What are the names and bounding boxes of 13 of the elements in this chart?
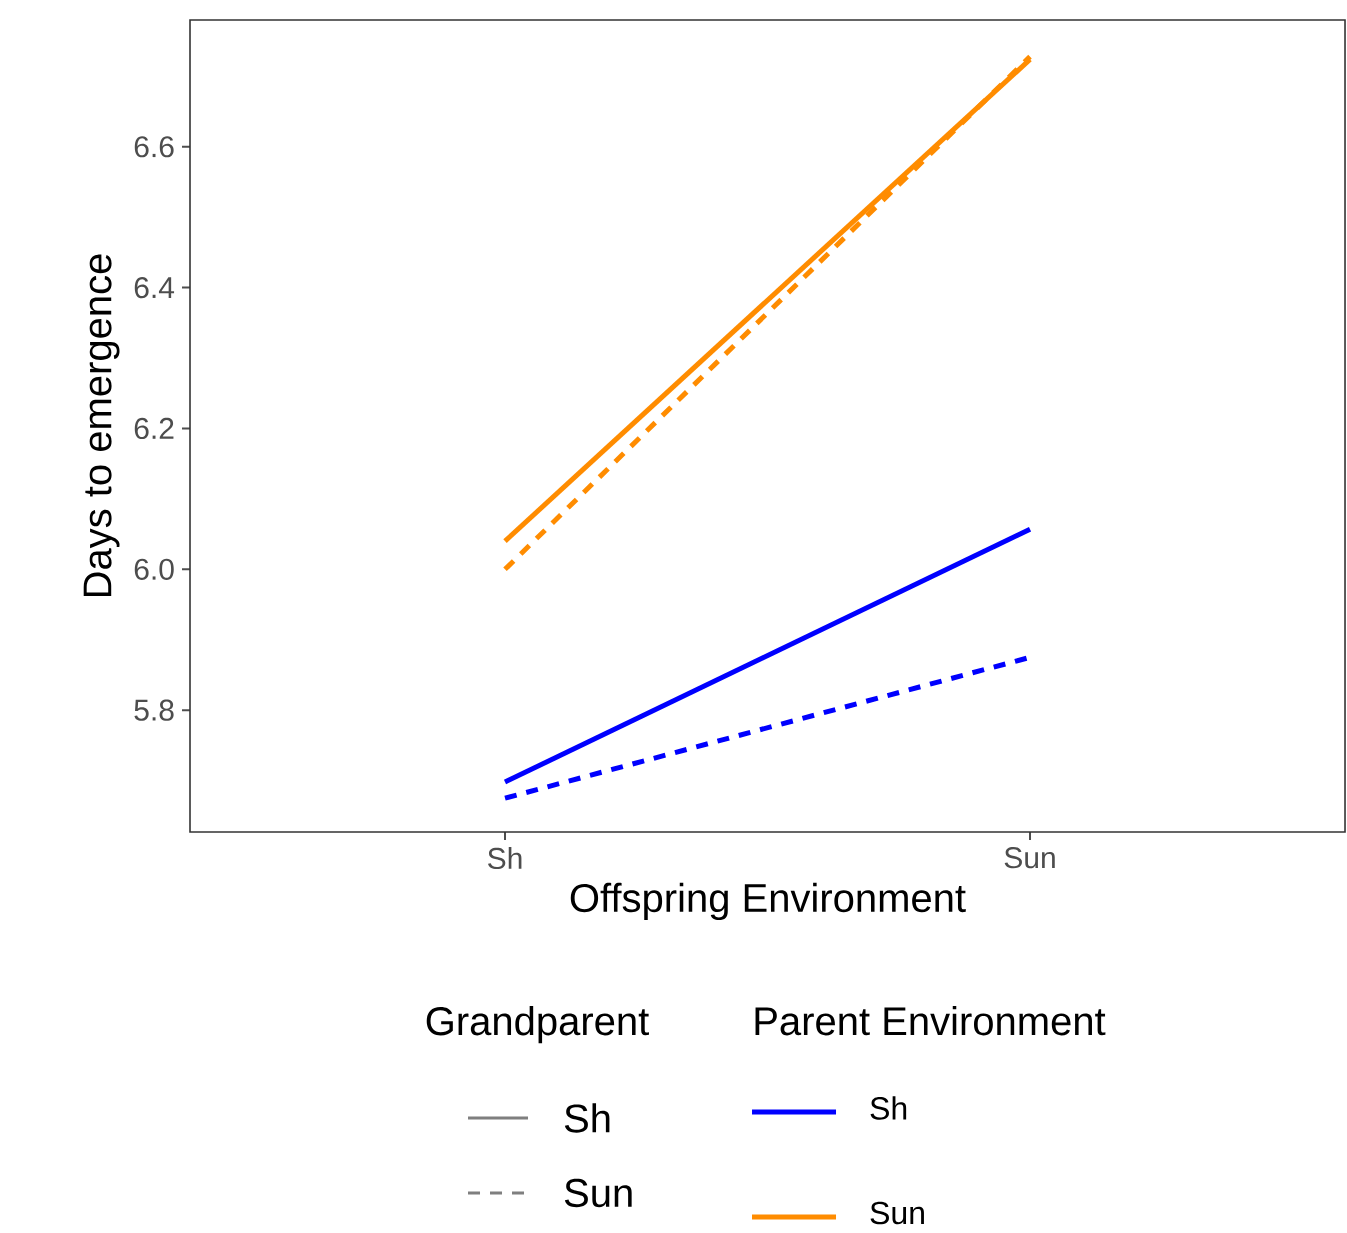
text: Sun (870, 1201, 924, 1225)
y-tick-label: 6.0 (134, 558, 174, 580)
text: Sh (870, 1096, 907, 1120)
y-tick-label: 6.2 (134, 417, 174, 440)
text: Grandparent (426, 1006, 649, 1044)
y-tick-label: 5.8 (134, 699, 174, 721)
text: Sh (564, 1103, 610, 1133)
y-tick-label: 6.4 (134, 276, 175, 299)
y-tick-label: 6.6 (134, 136, 174, 158)
text: Sun (564, 1178, 632, 1208)
text: Parent Environment (755, 1006, 1106, 1036)
y-axis-title: Days to emergence (83, 254, 120, 597)
x-axis-title: Offspring Environment (570, 882, 966, 921)
